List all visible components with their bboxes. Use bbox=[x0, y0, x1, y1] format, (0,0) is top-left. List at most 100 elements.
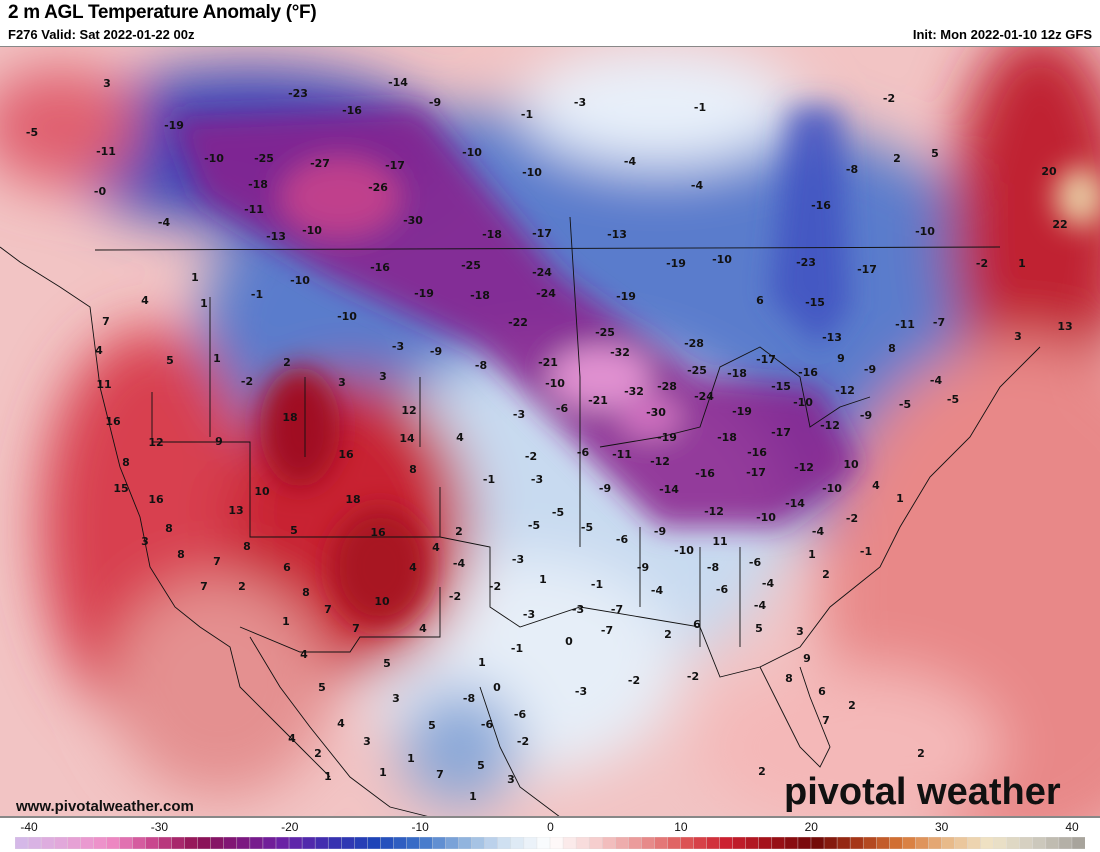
anomaly-label: 18 bbox=[282, 411, 297, 424]
colorbar-cell bbox=[641, 837, 656, 849]
anomaly-label: -19 bbox=[616, 290, 636, 303]
anomaly-label: -16 bbox=[798, 366, 818, 379]
anomaly-label: -15 bbox=[805, 296, 825, 309]
anomaly-label: -5 bbox=[899, 398, 911, 411]
anomaly-label: 4 bbox=[337, 717, 345, 730]
anomaly-label: -24 bbox=[532, 266, 552, 279]
colorbar-cell bbox=[562, 837, 577, 849]
anomaly-label: 5 bbox=[290, 524, 298, 537]
anomaly-label: -19 bbox=[414, 287, 434, 300]
anomaly-label: 5 bbox=[477, 759, 485, 772]
anomaly-label: 4 bbox=[288, 732, 296, 745]
anomaly-label: -9 bbox=[860, 409, 872, 422]
colorbar-cell bbox=[588, 837, 603, 849]
anomaly-label: -11 bbox=[244, 203, 264, 216]
anomaly-label: -4 bbox=[762, 577, 775, 590]
colorbar-cell bbox=[680, 837, 695, 849]
colorbar-tick-label: 20 bbox=[804, 820, 818, 834]
anomaly-label: -7 bbox=[611, 603, 623, 616]
website-watermark: www.pivotalweather.com bbox=[16, 798, 194, 815]
colorbar-cell bbox=[941, 837, 956, 849]
anomaly-label: 3 bbox=[1014, 330, 1022, 343]
anomaly-label: -23 bbox=[796, 256, 816, 269]
anomaly-label: -13 bbox=[822, 331, 842, 344]
anomaly-label: -10 bbox=[545, 377, 565, 390]
anomaly-label: 1 bbox=[539, 573, 547, 586]
anomaly-label: -2 bbox=[449, 590, 461, 603]
colorbar-cell bbox=[236, 837, 251, 849]
colorbar-cell bbox=[628, 837, 643, 849]
anomaly-label: 1 bbox=[469, 790, 477, 803]
colorbar-cell bbox=[1071, 837, 1085, 849]
anomaly-label: -0 bbox=[94, 185, 107, 198]
map-canvas: 3-5-11-19-10 -25 -27 -17-18 -26-0-4-11-30-10… bbox=[0, 47, 1100, 817]
colorbar-cell bbox=[171, 837, 186, 849]
anomaly-label: 8 bbox=[888, 342, 896, 355]
anomaly-label: 2 bbox=[664, 628, 672, 641]
anomaly-label: 6 bbox=[283, 561, 291, 574]
colorbar-cell bbox=[314, 837, 329, 849]
anomaly-label: 13 bbox=[1057, 320, 1072, 333]
anomaly-label: -25 bbox=[595, 326, 615, 339]
anomaly-label: -21 bbox=[588, 394, 608, 407]
anomaly-label: 15 bbox=[113, 482, 128, 495]
anomaly-label: 8 bbox=[243, 540, 251, 553]
anomaly-label: -4 bbox=[930, 374, 943, 387]
anomaly-label: 5 bbox=[166, 354, 174, 367]
anomaly-label: 3 bbox=[141, 535, 149, 548]
colorbar-cell bbox=[1058, 837, 1073, 849]
colorbar-cell bbox=[93, 837, 108, 849]
anomaly-map[interactable]: 3 -5 -11 -19 -10 -25 -27 -17 -18 -26 -0 -4 -11 -30 -10… bbox=[0, 46, 1100, 817]
anomaly-label: 2 bbox=[455, 525, 463, 538]
anomaly-label: -16 bbox=[811, 199, 831, 212]
anomaly-label: -2 bbox=[628, 674, 640, 687]
colorbar-cell bbox=[393, 837, 408, 849]
anomaly-label: 5 bbox=[318, 681, 326, 694]
anomaly-label: 2 bbox=[238, 580, 246, 593]
anomaly-label: 11 bbox=[712, 535, 727, 548]
anomaly-label: 0 bbox=[493, 681, 501, 694]
colorbar-cell bbox=[510, 837, 525, 849]
anomaly-label: -30 bbox=[403, 214, 423, 227]
colorbar-cell bbox=[889, 837, 904, 849]
anomaly-label: 1 bbox=[478, 656, 486, 669]
anomaly-label: 5 bbox=[755, 622, 763, 635]
colorbar-cell bbox=[288, 837, 303, 849]
anomaly-label: -2 bbox=[489, 580, 501, 593]
colorbar-cell bbox=[667, 837, 682, 849]
colorbar-cell bbox=[262, 837, 277, 849]
colorbar-cell bbox=[249, 837, 264, 849]
anomaly-label: -6 bbox=[749, 556, 762, 569]
anomaly-label: 16 bbox=[148, 493, 164, 506]
anomaly-label: 16 bbox=[370, 526, 386, 539]
colorbar: -40 -30 -20 -10 0 10 20 30 40 bbox=[0, 816, 1100, 852]
anomaly-label: -1 bbox=[591, 578, 603, 591]
anomaly-label: -13 bbox=[266, 230, 286, 243]
anomaly-label: -9 bbox=[637, 561, 649, 574]
colorbar-cell bbox=[210, 837, 225, 849]
colorbar-tick-label: 0 bbox=[547, 820, 554, 834]
anomaly-label: -27 bbox=[310, 157, 330, 170]
brand-logo: pivotal weather bbox=[784, 771, 1061, 813]
anomaly-label: -1 bbox=[521, 108, 533, 121]
colorbar-cell bbox=[928, 837, 943, 849]
colorbar-tick-label: 30 bbox=[934, 820, 949, 834]
anomaly-label: -4 bbox=[812, 525, 825, 538]
anomaly-label: 6 bbox=[693, 618, 701, 631]
anomaly-label: 22 bbox=[1052, 218, 1067, 231]
anomaly-label: -16 bbox=[747, 446, 767, 459]
colorbar-cell bbox=[810, 837, 825, 849]
anomaly-label: 5 bbox=[428, 719, 436, 732]
anomaly-label: -26 bbox=[368, 181, 388, 194]
anomaly-label: 4 bbox=[141, 294, 149, 307]
anomaly-label: 8 bbox=[165, 522, 173, 535]
anomaly-label: -1 bbox=[251, 288, 263, 301]
anomaly-label: 16 bbox=[338, 448, 354, 461]
anomaly-label: -2 bbox=[976, 257, 988, 270]
anomaly-label: 1 bbox=[896, 492, 904, 505]
anomaly-label: -15 bbox=[771, 380, 791, 393]
anomaly-label: 12 bbox=[401, 404, 416, 417]
anomaly-label: 3 bbox=[392, 692, 400, 705]
anomaly-label: -32 bbox=[610, 346, 630, 359]
anomaly-label: -2 bbox=[241, 375, 253, 388]
